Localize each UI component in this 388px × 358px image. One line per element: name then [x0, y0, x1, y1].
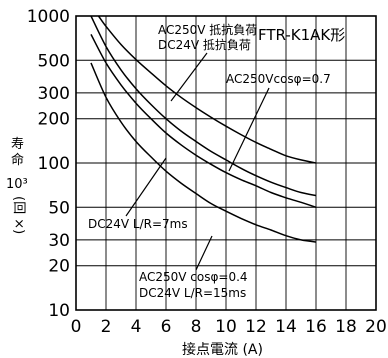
leader-resistive: [170, 52, 208, 102]
series-line-1: [90, 15, 317, 197]
x-tick-labels: 0 2 4 6 8 10 12 14 16 18 20: [71, 317, 387, 337]
y-axis-label-1: 寿: [11, 137, 24, 152]
y-axis-label-3: 10³: [6, 177, 28, 192]
y-tick-label: 1000: [27, 7, 70, 27]
x-tick-label: 14: [275, 317, 297, 337]
y-tick-label: 300: [38, 84, 70, 104]
grid: [76, 16, 376, 310]
x-tick-label: 10: [215, 317, 237, 337]
x-tick-label: 6: [161, 317, 172, 337]
annotation-dc24v-lr7: DC24V L/R=7ms: [88, 217, 188, 231]
x-tick-label: 0: [71, 317, 82, 337]
x-tick-label: 18: [335, 317, 357, 337]
annotation-ac250v-resistive: AC250V 抵抗負荷: [158, 22, 257, 37]
x-tick-label: 2: [101, 317, 112, 337]
y-tick-label: 500: [38, 51, 70, 71]
series-line-2: [90, 34, 317, 209]
x-tick-label: 8: [191, 317, 202, 337]
y-axis-label-4: (回 ×): [11, 196, 26, 234]
leader-cos07: [228, 87, 270, 172]
x-tick-label: 4: [131, 317, 142, 337]
x-axis-label: 接点電流 (A): [182, 341, 263, 358]
y-tick-label: 10: [48, 301, 70, 321]
y-tick-label: 50: [48, 198, 70, 218]
y-tick-label: 20: [48, 257, 70, 277]
plot-frame: [75, 15, 377, 311]
leader-lr7: [125, 157, 167, 217]
x-tick-label: 20: [365, 317, 387, 337]
y-tick-label: 200: [38, 110, 70, 130]
annotation-ac250v-cos04: AC250V cosφ=0.4: [139, 270, 248, 284]
y-axis-label-2: 命: [11, 152, 24, 168]
series-line-3: [90, 62, 317, 243]
x-tick-label: 12: [245, 317, 267, 337]
series-line-0: [97, 15, 317, 164]
annotation-dc24v-lr15: DC24V L/R=15ms: [139, 286, 246, 300]
annotation-ac250v-cos07: AC250Vcosφ=0.7: [226, 72, 331, 86]
x-tick-label: 16: [305, 317, 327, 337]
leader-cos04: [195, 235, 213, 271]
annotation-dc24v-resistive: DC24V 抵抗負荷: [158, 37, 251, 52]
y-tick-label: 100: [38, 154, 70, 174]
y-tick-labels: 1000 500 300 200 100 50 30 20 10: [27, 7, 70, 321]
y-tick-label: 30: [48, 231, 70, 251]
chart-title: FTR-K1AK形: [258, 26, 345, 44]
curves: [90, 15, 317, 243]
